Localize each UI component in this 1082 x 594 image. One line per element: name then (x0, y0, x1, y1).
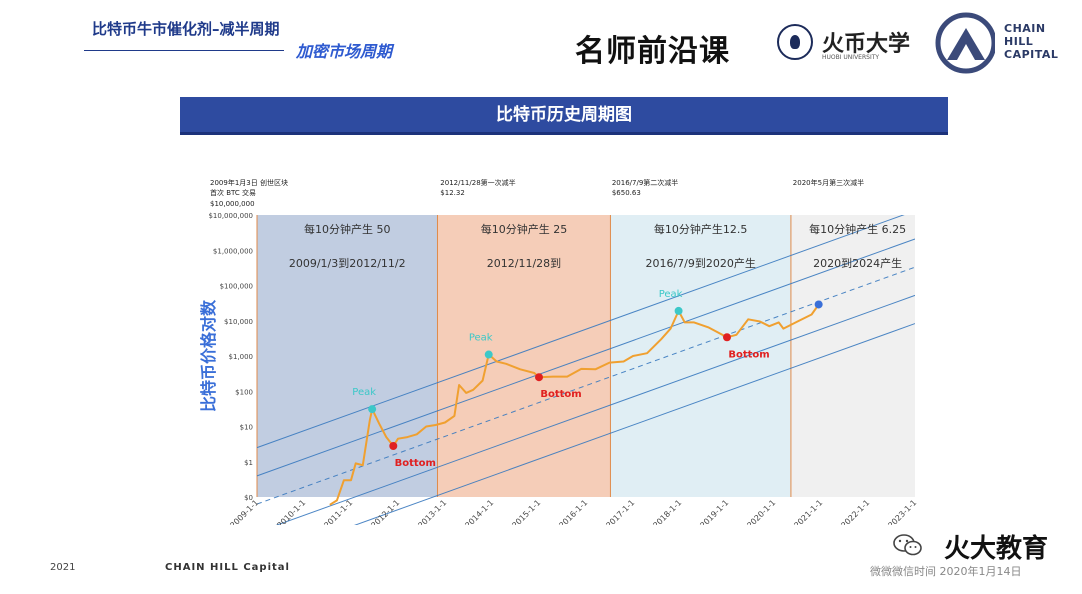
era-band (437, 215, 611, 497)
bottom-marker (723, 333, 731, 342)
era-reward-label: 每10分钟产生 25 (481, 222, 567, 236)
y-tick-label: $1,000 (229, 353, 254, 361)
brand-line: HILL (1004, 35, 1034, 48)
plot-top-mask (190, 165, 940, 215)
x-tick-label: 2011-1-1 (322, 498, 354, 525)
top-annotation: 首次 BTC 交易 (210, 188, 256, 197)
x-tick-label: 2020-1-1 (745, 498, 777, 525)
course-name: 名师前沿课 (575, 34, 730, 69)
top-annotation: $12.32 (440, 189, 465, 197)
peak-marker (368, 405, 377, 414)
bottom-marker (535, 373, 543, 382)
era-range-label: 2012/11/28到 (487, 257, 561, 270)
x-tick-label: 2019-1-1 (698, 498, 730, 525)
chain-hill-logo-icon (935, 12, 995, 74)
y-tick-label: $10 (240, 424, 253, 432)
footer-year: 2021 (50, 562, 76, 573)
x-tick-label: 2017-1-1 (604, 498, 636, 525)
era-band (257, 215, 438, 497)
current-price-marker (814, 300, 823, 309)
peak-marker (674, 306, 683, 315)
x-tick-label: 2016-1-1 (557, 498, 589, 525)
x-tick-label: 2014-1-1 (463, 498, 495, 525)
top-annotation: 2009年1月3日 创世区块 (210, 178, 288, 187)
top-annotation: 2012/11/28第一次减半 (440, 178, 515, 187)
x-tick-label: 2021-1-1 (792, 498, 824, 525)
era-range-label: 2009/1/3到2012/11/2 (289, 257, 406, 270)
page-title: 比特币牛市催化剂–减半周期 (92, 20, 280, 38)
y-tick-label: $1,000,000 (213, 247, 253, 255)
channel-line (256, 210, 916, 449)
page-subtitle: 加密市场周期 (296, 42, 393, 61)
top-annotation: 2020年5月第三次减半 (793, 178, 864, 187)
title-underline (84, 50, 284, 51)
chart-banner: 比特币历史周期图 (180, 97, 948, 135)
banner-title: 比特币历史周期图 (496, 105, 632, 125)
y-tick-label: $1 (244, 459, 253, 467)
peak-marker (484, 350, 493, 359)
bottom-label: Bottom (728, 349, 769, 360)
era-range-label: 2020到2024产生 (813, 256, 902, 270)
x-tick-label: 2023-1-1 (886, 498, 918, 525)
x-tick-label: 2009-1-1 (228, 498, 260, 525)
university-name: 火币大学 (822, 31, 911, 57)
university-seal-icon (777, 24, 813, 60)
era-reward-label: 每10分钟产生12.5 (654, 222, 748, 236)
peak-label: Peak (659, 289, 683, 300)
brand-name: CHAIN HILL CAPITAL (1004, 22, 1058, 61)
bottom-label: Bottom (540, 389, 581, 400)
wechat-icon (893, 534, 922, 556)
top-annotation: $650.63 (612, 189, 641, 197)
y-tick-label: $10,000,000 (208, 212, 253, 220)
channel-line (275, 294, 916, 525)
x-tick-label: 2018-1-1 (651, 498, 683, 525)
era-range-label: 2016/7/9到2020产生 (645, 256, 755, 270)
footer-edu-name: 火大教育 (944, 534, 1049, 564)
top-annotation: $10,000,000 (210, 200, 255, 208)
era-band (790, 215, 925, 497)
y-tick-label: $0 (244, 494, 253, 502)
brand-line: CHAIN (1004, 22, 1046, 35)
channel-line (353, 323, 916, 525)
btc-cycle-chart: 每10分钟产生 50 2009/1/3到2012/11/2 每10分钟产生 25 20… (190, 165, 940, 525)
peak-label: Peak (352, 387, 376, 398)
y-tick-label: $100 (235, 388, 253, 396)
y-tick-label: $10,000 (224, 318, 253, 326)
x-tick-label: 2015-1-1 (510, 498, 542, 525)
x-tick-label: 2010-1-1 (275, 498, 307, 525)
x-tick-label: 2022-1-1 (839, 498, 871, 525)
era-band (610, 215, 791, 497)
x-tick-label: 2013-1-1 (416, 498, 448, 525)
plot-right-mask (915, 165, 940, 525)
footer-brand: CHAIN HILL Capital (165, 562, 290, 573)
bottom-marker (389, 441, 398, 450)
era-reward-label: 每10分钟产生 50 (304, 222, 391, 236)
y-tick-label: $100,000 (220, 283, 253, 291)
era-reward-label: 每10分钟产生 6.25 (809, 222, 906, 236)
footer-date: 微微微信时间 2020年1月14日 (870, 565, 1022, 578)
bottom-label: Bottom (395, 458, 436, 469)
brand-line: CAPITAL (1004, 48, 1059, 61)
top-annotation: 2016/7/9第二次减半 (612, 178, 678, 187)
peak-label: Peak (469, 333, 493, 344)
university-subtitle: HUOBI UNIVERSITY (822, 54, 880, 61)
y-axis-label: 比特币价格对数 (199, 299, 218, 412)
x-tick-label: 2012-1-1 (369, 498, 401, 525)
